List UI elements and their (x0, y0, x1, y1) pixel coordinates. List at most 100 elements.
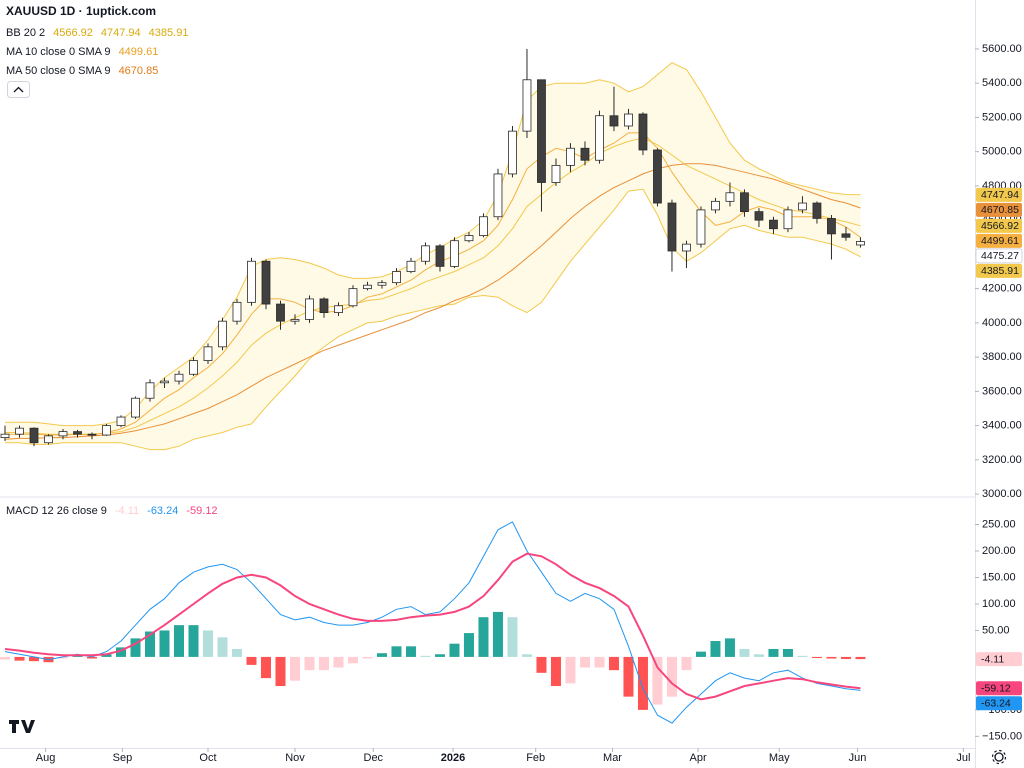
x-tick-label: Jun (849, 752, 867, 764)
candle-body (160, 380, 169, 384)
legend-value: 4499.61 (119, 46, 159, 58)
x-tick-label: Oct (199, 752, 216, 764)
histogram-bar (86, 656, 97, 659)
candle-body (44, 435, 53, 444)
candle-body (798, 202, 807, 211)
legend: BB 20 2 4566.92 4747.94 4385.91 (6, 27, 188, 39)
signal-line (4, 552, 861, 701)
price-badge-label: 4385.91 (981, 265, 1019, 277)
candle-body (667, 202, 677, 252)
settings-icon[interactable] (994, 752, 1004, 762)
histogram-bar (826, 656, 837, 659)
histogram-bar (797, 655, 808, 657)
y-tick-label: −150.00 (982, 730, 1022, 742)
candle-body (856, 241, 865, 246)
histogram-bar (260, 656, 271, 679)
collapse-icon[interactable] (13, 86, 24, 93)
settings-icon-teeth[interactable] (991, 749, 1007, 765)
candle-body (493, 173, 503, 218)
histogram-bar (289, 656, 300, 681)
price-badge-label: -63.24 (981, 698, 1011, 710)
histogram-bar (710, 641, 721, 657)
candle-body (348, 288, 358, 307)
candle-body (73, 431, 82, 435)
y-tick-label: 50.00 (982, 624, 1010, 636)
price-badge-label: 4499.61 (981, 235, 1019, 247)
candle-body (334, 305, 343, 314)
candle-body (682, 243, 691, 252)
legend: MA 10 close 0 SMA 9 4499.61 (6, 46, 158, 58)
histogram-bar (623, 656, 634, 697)
histogram-bar (217, 637, 228, 657)
candle-body (537, 79, 546, 183)
candle-body (508, 130, 517, 175)
collapse-button[interactable] (7, 81, 30, 98)
candle-body (276, 303, 285, 322)
x-tick-label: Apr (690, 752, 707, 764)
histogram-bar (811, 656, 822, 658)
histogram-bar (724, 638, 735, 657)
candle-body (609, 115, 619, 127)
candle-body (725, 192, 735, 202)
histogram-bar (202, 630, 213, 657)
candle-body (189, 360, 198, 375)
price-badge-label: 4566.92 (981, 220, 1019, 232)
y-tick-label: 4000.00 (982, 317, 1022, 329)
collapse-button-frame[interactable] (7, 81, 30, 98)
bb-basis (5, 137, 861, 435)
candle-body (406, 260, 416, 272)
macd-pane (0, 521, 866, 724)
histogram-bar (666, 656, 677, 697)
histogram-bar (449, 643, 460, 657)
candle-body (740, 192, 749, 213)
legend-name: MA 10 close 0 SMA 9 (6, 46, 111, 58)
x-tick-label: Feb (526, 752, 545, 764)
bb-lower (5, 188, 861, 451)
histogram-bar (188, 625, 199, 657)
candle-body (421, 245, 430, 262)
candle-body (174, 373, 184, 382)
price-badge-label: -4.11 (981, 653, 1004, 665)
histogram-bar (492, 611, 503, 657)
price-badge (975, 248, 1023, 264)
x-tick-label: Jul (956, 752, 970, 764)
candle-body (145, 382, 155, 399)
y-tick-label: 250.00 (982, 518, 1016, 530)
candle-body (232, 301, 242, 322)
histogram-bar (376, 653, 387, 657)
chart-title: XAUUSD 1D · 1uptick.com (6, 4, 156, 18)
price-badge (976, 218, 1022, 233)
moving-average (4, 163, 861, 440)
settings-button[interactable] (991, 749, 1007, 765)
histogram-bar (333, 656, 344, 668)
y-tick-label: 3400.00 (982, 420, 1022, 432)
histogram-bar (246, 656, 257, 665)
histogram-bar (304, 656, 315, 671)
histogram-bar (550, 656, 561, 687)
histogram-bar (130, 638, 141, 657)
histogram-bar (231, 648, 242, 657)
histogram-bar (318, 656, 329, 671)
x-tick-label: Mar (603, 752, 622, 764)
price-badge-label: -59.12 (981, 683, 1011, 695)
price-badge (976, 202, 1022, 217)
price-badge (976, 187, 1022, 202)
histogram-bar (521, 654, 532, 657)
candle-body (363, 284, 372, 290)
candle-body (827, 218, 836, 235)
candle-body (464, 235, 474, 242)
histogram-bar (652, 656, 663, 705)
candle-body (116, 416, 126, 427)
histogram-bar (173, 625, 184, 657)
histogram-bar (507, 617, 518, 657)
histogram-bar (565, 656, 576, 684)
histogram-bar (695, 651, 706, 657)
candle-body (261, 260, 271, 305)
x-tick-label: Dec (364, 752, 384, 764)
x-tick-label: Sep (113, 752, 133, 764)
bb-fill (5, 62, 861, 450)
macd-line (4, 521, 861, 724)
y-tick-label: 3800.00 (982, 351, 1022, 363)
candle-body (435, 245, 445, 267)
histogram-bar (57, 656, 68, 659)
